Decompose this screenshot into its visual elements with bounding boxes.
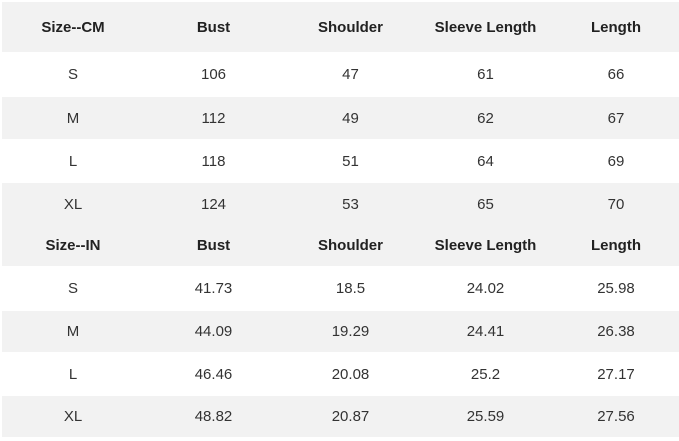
table-cell: 67 bbox=[607, 109, 625, 127]
column-header: Sleeve Length bbox=[434, 237, 537, 254]
column-header: Size--IN bbox=[45, 237, 101, 254]
table-cell: 53 bbox=[342, 195, 359, 213]
table-cell: 118 bbox=[201, 152, 226, 170]
table-cell: 61 bbox=[477, 66, 494, 83]
table-cell: 20.87 bbox=[331, 408, 370, 425]
table-cell: M bbox=[66, 323, 80, 340]
table-cell: 64 bbox=[477, 152, 494, 170]
table-cell: 46.46 bbox=[194, 365, 233, 383]
table-cell: 47 bbox=[342, 66, 359, 83]
table-row: S 41.73 18.5 24.02 25.98 bbox=[2, 266, 679, 311]
column-header: Sleeve Length bbox=[434, 18, 537, 36]
column-header: Length bbox=[591, 237, 641, 254]
table-row: L 46.46 20.08 25.2 27.17 bbox=[2, 352, 679, 396]
table-cell: 69 bbox=[607, 152, 625, 170]
table-cell: 19.29 bbox=[331, 323, 370, 340]
table-cell: 66 bbox=[607, 66, 625, 83]
table-cell: 51 bbox=[342, 152, 359, 170]
table-cell: 27.56 bbox=[597, 408, 635, 425]
table-cell: 25.98 bbox=[597, 280, 635, 297]
table-cell: 18.5 bbox=[335, 280, 366, 297]
table-row: S 106 47 61 66 bbox=[2, 52, 679, 97]
column-header: Shoulder bbox=[317, 237, 383, 254]
table-cell: 106 bbox=[200, 66, 227, 83]
table-cell: 70 bbox=[607, 195, 625, 213]
column-header: Bust bbox=[196, 18, 231, 36]
table-cell: L bbox=[68, 365, 78, 383]
table-cell: 26.38 bbox=[597, 323, 635, 340]
table-row: M 44.09 19.29 24.41 26.38 bbox=[2, 311, 679, 352]
table-row: XL 48.82 20.87 25.59 27.56 bbox=[2, 396, 679, 437]
table-cell: 24.02 bbox=[466, 280, 505, 297]
column-header: Length bbox=[591, 18, 641, 36]
table-cell: 27.17 bbox=[597, 365, 635, 383]
table-cell: 20.08 bbox=[331, 365, 370, 383]
column-header: Bust bbox=[196, 237, 231, 254]
table-row: M 112 49 62 67 bbox=[2, 97, 679, 139]
table-row: XL 124 53 65 70 bbox=[2, 183, 679, 225]
table-cell: XL bbox=[63, 408, 83, 425]
column-header: Size--CM bbox=[41, 18, 105, 36]
table-cell: L bbox=[68, 152, 78, 170]
table-cell: 124 bbox=[200, 195, 227, 213]
table-cell: 62 bbox=[477, 109, 494, 127]
table-cell: S bbox=[67, 280, 78, 297]
table-cell: 25.2 bbox=[470, 365, 501, 383]
table-row: L 118 51 64 69 bbox=[2, 139, 679, 183]
table-cell: 44.09 bbox=[194, 323, 233, 340]
table-cell: XL bbox=[63, 195, 83, 213]
table-cell: 25.59 bbox=[466, 408, 505, 425]
table-cell: 65 bbox=[477, 195, 494, 213]
table-header-row: Size--IN Bust Shoulder Sleeve Length Length bbox=[2, 225, 679, 266]
table-cell: 48.82 bbox=[194, 408, 233, 425]
table-cell: 112 bbox=[201, 109, 226, 127]
table-header-row: Size--CM Bust Shoulder Sleeve Length Length bbox=[2, 2, 679, 52]
column-header: Shoulder bbox=[317, 18, 383, 36]
table-cell: 49 bbox=[342, 109, 359, 127]
table-cell: M bbox=[66, 109, 80, 127]
table-cell: 41.73 bbox=[194, 280, 233, 297]
table-cell: 24.41 bbox=[466, 323, 505, 340]
table-cell: S bbox=[67, 66, 78, 83]
